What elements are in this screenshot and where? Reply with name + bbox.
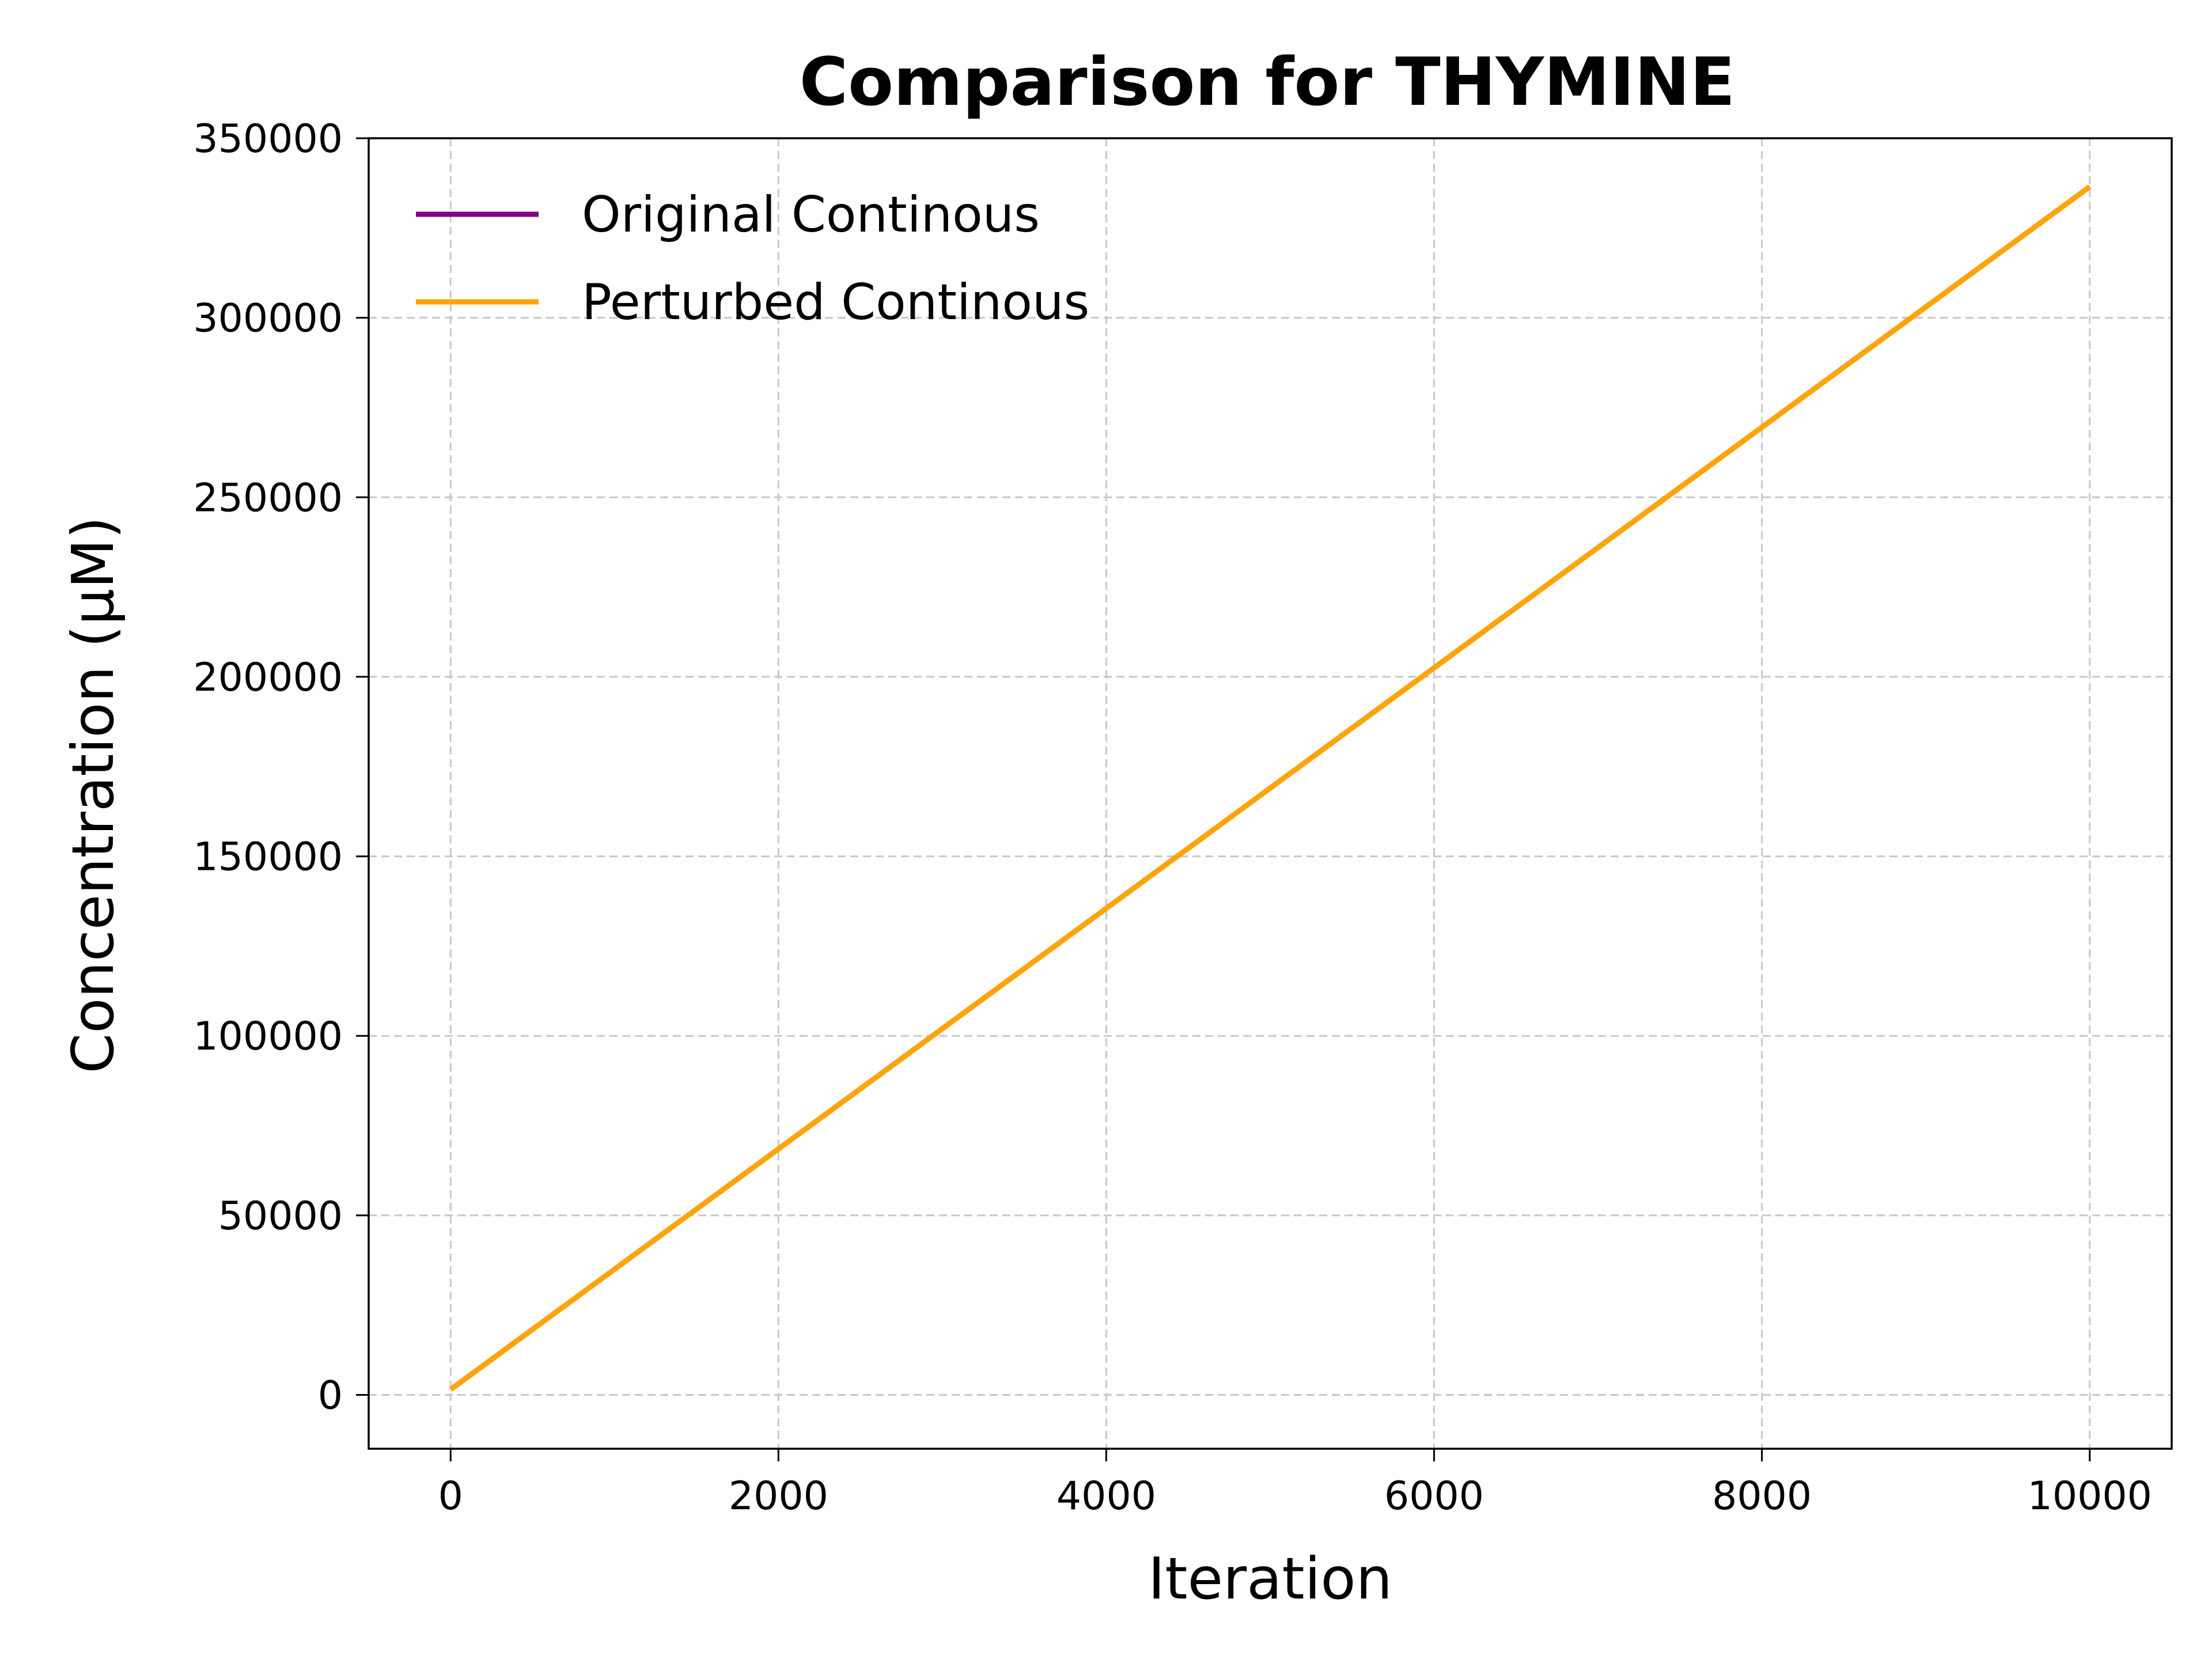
y-tick-label: 0 (318, 1373, 343, 1419)
y-tick-label: 100000 (193, 1014, 343, 1059)
x-tick-label: 8000 (1712, 1474, 1812, 1519)
x-tick-label: 4000 (1056, 1474, 1156, 1519)
series-group (449, 184, 2092, 1392)
y-axis-label: Concentration (μM) (59, 516, 127, 1073)
plot-frame (368, 137, 2173, 1450)
legend-label: Original Continous (582, 186, 1040, 244)
grid (369, 137, 2172, 1449)
x-tick-label: 10000 (2028, 1474, 2152, 1519)
y-tick-label: 150000 (193, 835, 343, 880)
y-tick-label: 200000 (193, 655, 343, 700)
ticks: 0 2000 4000 6000 8000 10000050000100000150000… (193, 116, 2152, 1519)
x-tick-label: 6000 (1384, 1474, 1484, 1519)
legend: Original Continous Perturbed Continous (416, 186, 1089, 331)
series-line-1 (449, 184, 2092, 1392)
y-tick-label: 50000 (218, 1194, 343, 1239)
y-tick-label: 250000 (193, 475, 343, 521)
y-tick-label: 350000 (193, 116, 343, 162)
x-tick-label: 2000 (729, 1474, 828, 1519)
y-tick-label: 300000 (193, 296, 343, 342)
chart-title: Comparison for THYMINE (800, 44, 1735, 121)
legend-label: Perturbed Continous (582, 274, 1089, 331)
x-tick-label: 0 (438, 1474, 463, 1519)
x-axis-label: Iteration (1148, 1545, 1392, 1612)
